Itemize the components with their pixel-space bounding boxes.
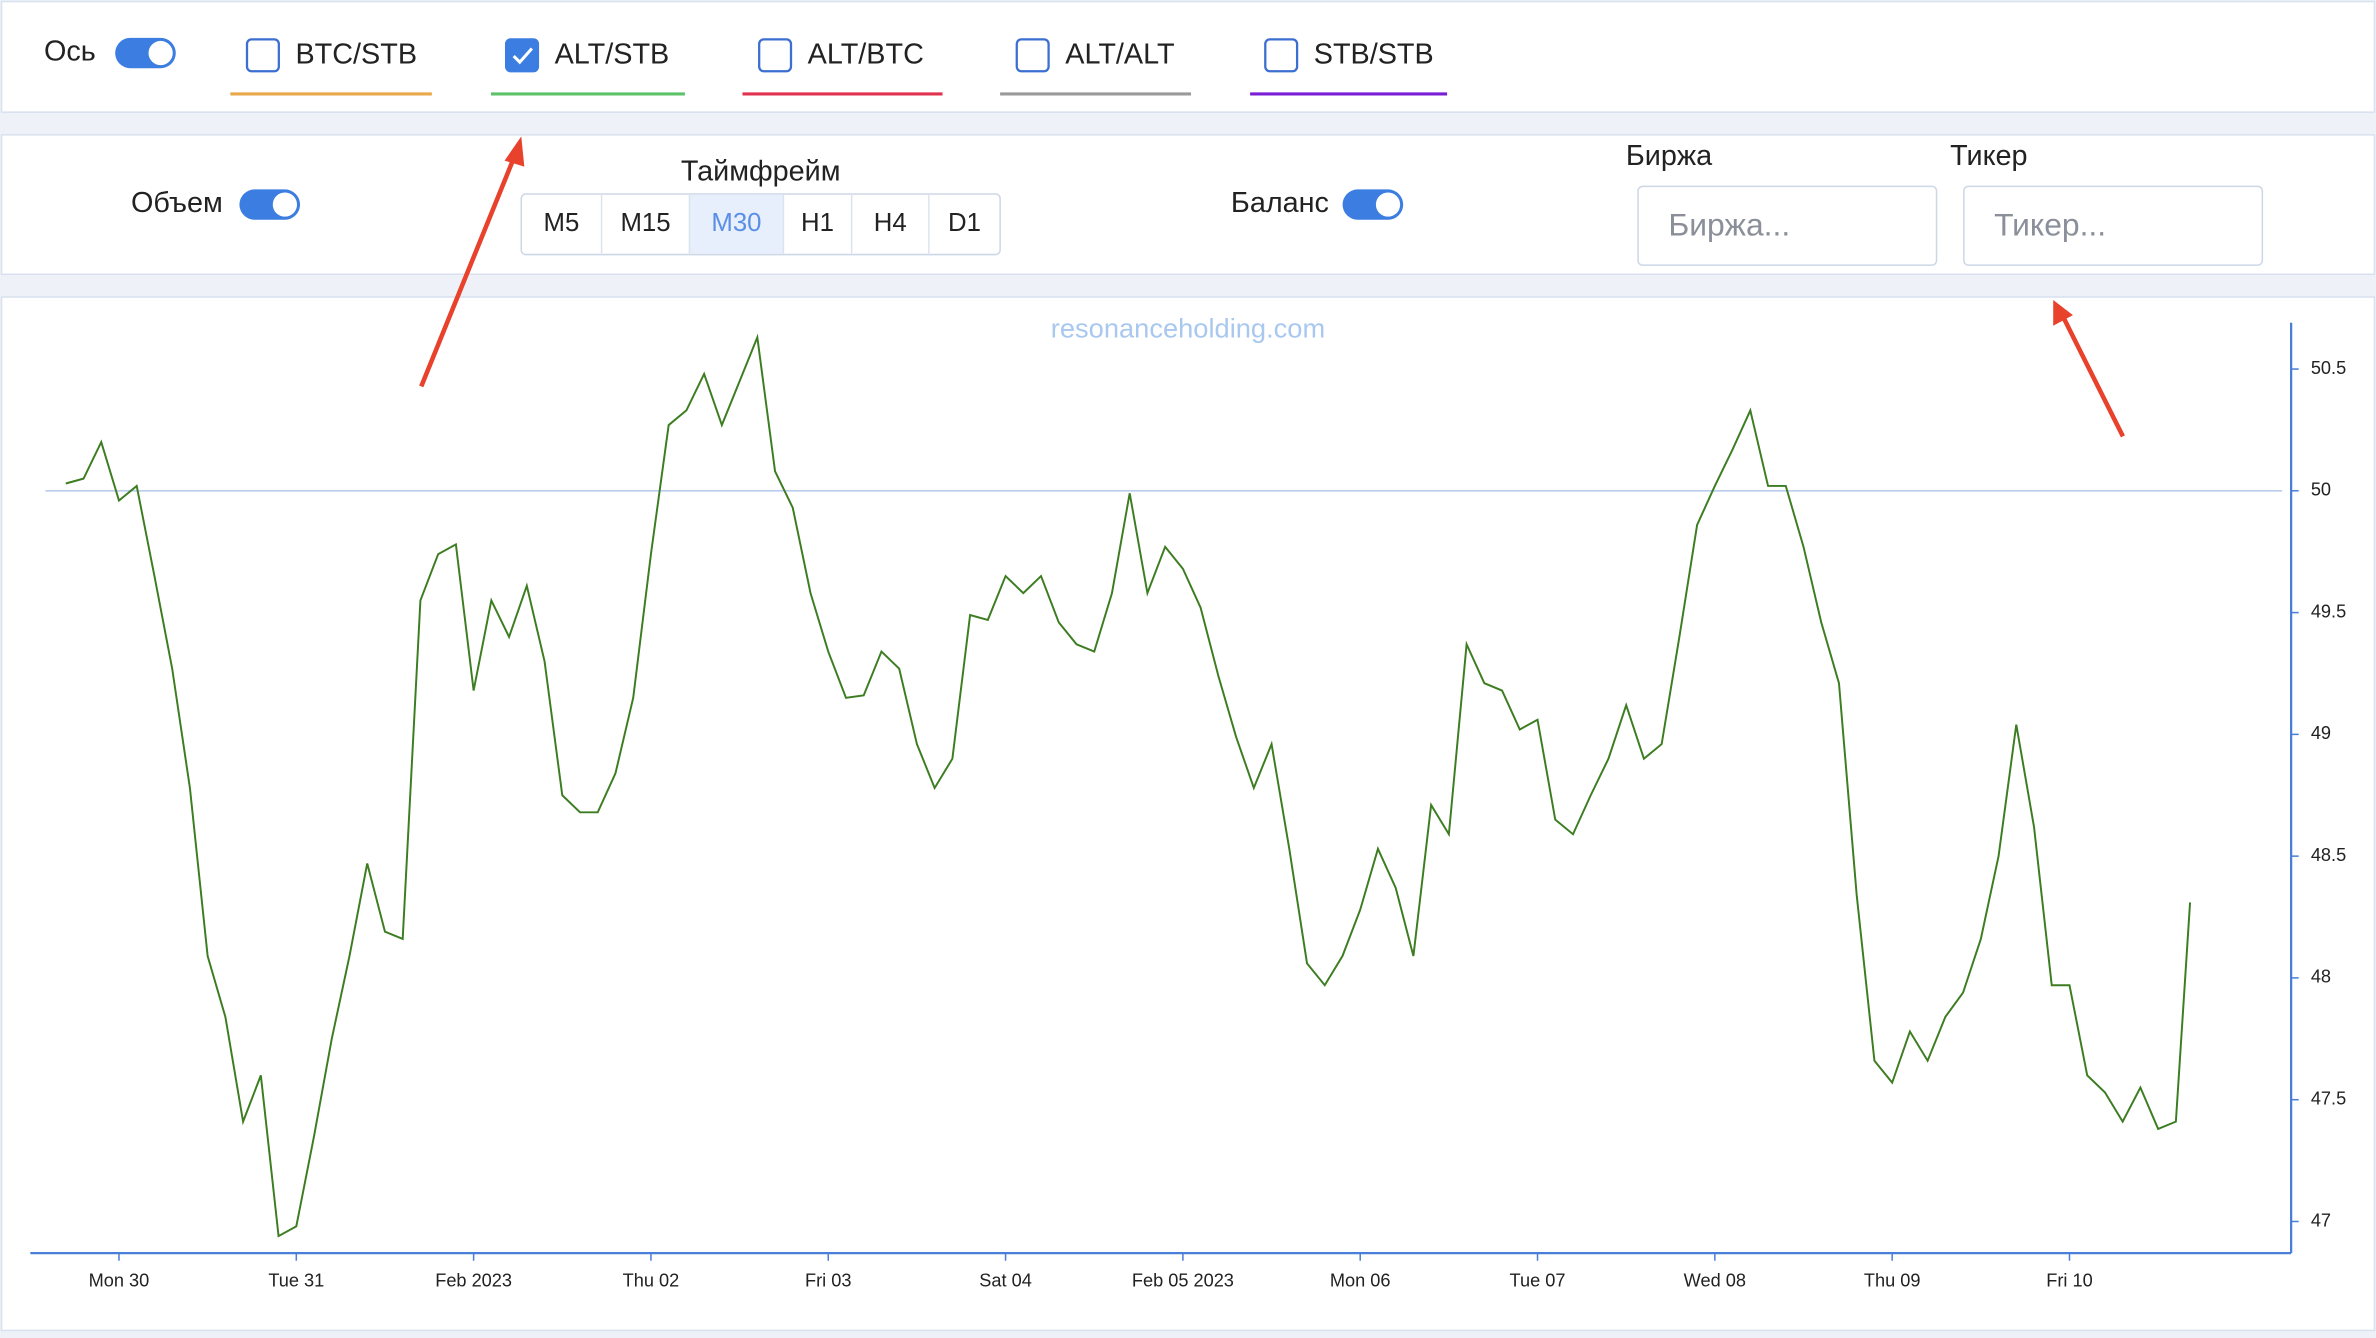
x-tick-label: Tue 07: [1510, 1271, 1566, 1291]
arrow: [419, 153, 518, 388]
toggle-knob: [148, 40, 173, 66]
toggle-knob: [1375, 192, 1401, 217]
timeframe-selected: [689, 194, 784, 254]
watermark: resonanceholding.com: [1051, 313, 1325, 344]
checkbox[interactable]: [758, 38, 793, 73]
ticker-placeholder: Тикер...: [1994, 207, 2106, 243]
y-tick-label: 49: [2311, 723, 2331, 743]
arrowhead: [2053, 300, 2073, 326]
checkbox[interactable]: [1264, 38, 1299, 73]
y-tick-label: 47.5: [2311, 1088, 2346, 1108]
y-tick-label: 48.5: [2311, 845, 2346, 865]
pair-label: STB/STB: [1314, 39, 1434, 71]
x-tick-label: Sat 04: [979, 1271, 1032, 1291]
timeframe-label: Таймфрейм: [681, 155, 841, 187]
arrowhead: [504, 136, 525, 167]
volume-label: Объем: [131, 187, 223, 219]
y-tick-label: 47: [2311, 1210, 2331, 1230]
axis-toggle-label: Ось: [44, 36, 96, 68]
x-tick-label: Fri 03: [805, 1271, 851, 1291]
annotation-arrows: [419, 136, 2125, 438]
timeframe-option[interactable]: M5: [544, 209, 580, 237]
timeframe-option[interactable]: M30: [711, 209, 761, 237]
timeframe-option[interactable]: D1: [948, 209, 981, 237]
chart-panel: [0, 296, 2376, 1332]
pair-label: ALT/STB: [555, 39, 670, 71]
x-tick-label: Feb 05 2023: [1132, 1271, 1234, 1291]
ticker-input[interactable]: [1963, 185, 2264, 266]
y-tick-label: 49.5: [2311, 601, 2346, 621]
checkmark: [512, 47, 534, 65]
balance-label: Баланс: [1231, 187, 1329, 219]
exchange-input[interactable]: [1637, 185, 1938, 266]
timeframe-option[interactable]: M15: [620, 209, 670, 237]
checkbox[interactable]: [504, 38, 540, 73]
timeframe-option[interactable]: H4: [874, 209, 907, 237]
exchange-placeholder: Биржа...: [1668, 207, 1790, 243]
x-tick-label: Thu 02: [623, 1271, 680, 1291]
x-tick-label: Fri 10: [2046, 1271, 2092, 1291]
pair-label: ALT/BTC: [808, 39, 924, 71]
y-tick-label: 48: [2311, 967, 2331, 987]
arrow: [2061, 317, 2125, 438]
x-tick-label: Mon 30: [89, 1271, 150, 1291]
exchange-label: Биржа: [1626, 140, 1712, 172]
price-line: [65, 333, 2192, 1238]
checkbox[interactable]: [245, 38, 280, 73]
timeframe-option[interactable]: H1: [801, 209, 834, 237]
pair-label: ALT/ALT: [1065, 39, 1174, 71]
y-tick-label: 50: [2311, 480, 2331, 500]
x-tick-label: Mon 06: [1330, 1271, 1391, 1291]
x-tick-label: Thu 09: [1864, 1271, 1921, 1291]
checkbox[interactable]: [1015, 38, 1050, 73]
x-tick-label: Tue 31: [268, 1271, 324, 1291]
y-tick-label: 50.5: [2311, 358, 2346, 378]
toggle-knob: [272, 192, 298, 217]
x-tick-label: Feb 2023: [435, 1271, 512, 1291]
x-tick-label: Wed 08: [1684, 1271, 1746, 1291]
pair-label: BTC/STB: [295, 39, 417, 71]
ticker-label: Тикер: [1950, 140, 2027, 172]
